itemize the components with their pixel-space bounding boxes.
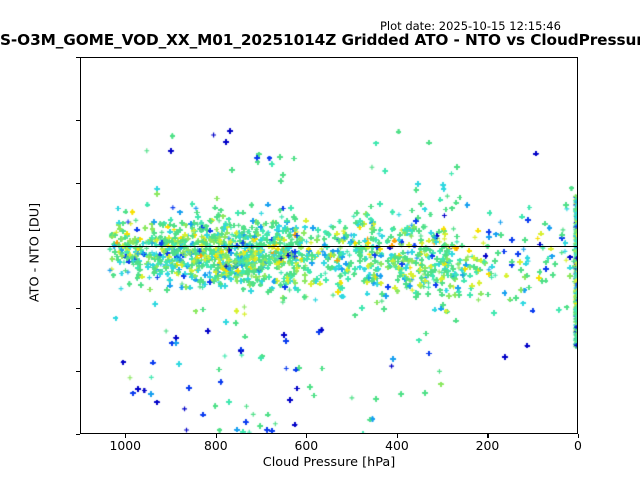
- chart-title: S-O3M_GOME_VOD_XX_M01_20251014Z Gridded …: [0, 31, 640, 49]
- y-axis-label: ATO - NTO [DU]: [27, 202, 43, 303]
- y-tick-mark: [76, 57, 80, 59]
- x-tick-label: 1000: [109, 438, 142, 453]
- plot-date-label: Plot date: 2025-10-15 12:15:46: [380, 19, 561, 33]
- x-tick-label: 800: [203, 438, 228, 453]
- x-tick-mark: [396, 434, 398, 438]
- zero-reference-line: [81, 245, 577, 248]
- scatter-points-layer: [81, 58, 577, 433]
- x-tick-mark: [578, 434, 580, 438]
- x-axis-label: Cloud Pressure [hPa]: [262, 455, 396, 470]
- y-tick-mark: [76, 245, 80, 247]
- x-tick-mark: [125, 434, 127, 438]
- y-tick-mark: [76, 371, 80, 373]
- x-tick-mark: [487, 434, 489, 438]
- x-tick-mark: [215, 434, 217, 438]
- x-tick-label: 200: [475, 438, 500, 453]
- y-tick-mark: [76, 182, 80, 184]
- x-tick-label: 600: [294, 438, 319, 453]
- y-tick-mark: [76, 434, 80, 436]
- x-tick-label: 0: [574, 438, 582, 453]
- y-tick-mark: [76, 119, 80, 121]
- x-tick-label: 400: [385, 438, 409, 453]
- plot-axes: [80, 57, 578, 434]
- x-tick-mark: [306, 434, 308, 438]
- y-tick-mark: [76, 308, 80, 310]
